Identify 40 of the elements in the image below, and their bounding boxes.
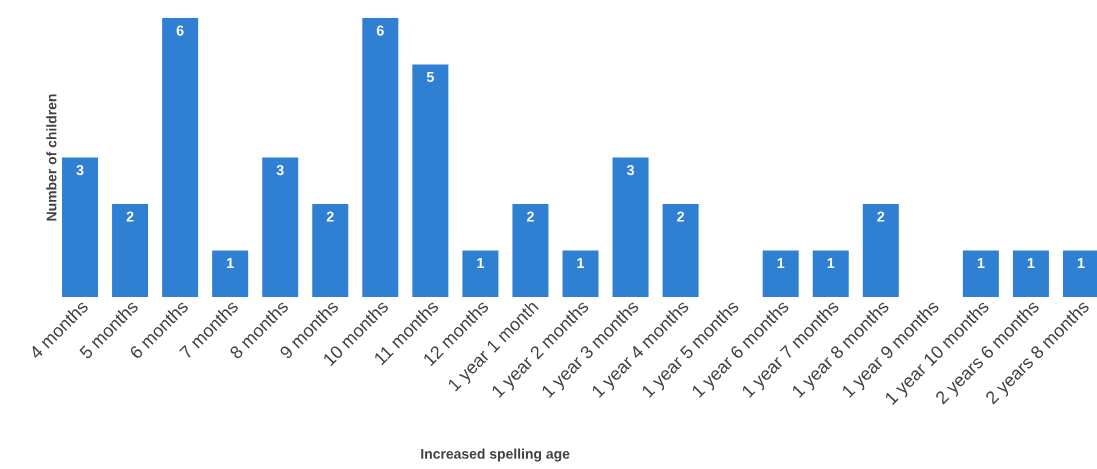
data-label: 1 [227, 258, 234, 268]
data-label: 1 [577, 258, 585, 268]
x-axis-title: Increased spelling age [421, 448, 570, 462]
data-label: 1 [1077, 258, 1085, 268]
data-label: 3 [276, 165, 284, 176]
data-label: 2 [326, 211, 334, 222]
data-label: 1 [827, 258, 835, 268]
data-label: 2 [126, 211, 134, 222]
bar [112, 204, 149, 297]
data-label: 2 [677, 211, 685, 222]
bar [362, 18, 399, 297]
bar [562, 250, 599, 297]
data-label: 5 [426, 72, 434, 83]
data-label: 1 [977, 258, 985, 268]
bar [962, 250, 999, 297]
data-label: 3 [76, 165, 84, 176]
bar [612, 157, 649, 297]
data-label: 6 [176, 25, 184, 36]
bar [1012, 250, 1049, 297]
bar [512, 204, 549, 297]
bar [412, 64, 449, 297]
bar [1062, 250, 1097, 297]
data-label: 2 [877, 211, 885, 222]
data-label: 2 [526, 211, 534, 222]
bar [162, 18, 199, 297]
bar [62, 157, 99, 297]
bar [812, 250, 849, 297]
data-label: 1 [777, 258, 785, 268]
bar [312, 204, 349, 297]
bar [762, 250, 799, 297]
bar [212, 250, 249, 297]
bar [462, 250, 499, 297]
y-axis-title: Number of children [46, 94, 57, 221]
data-label: 1 [477, 258, 484, 268]
data-label: 1 [1027, 258, 1035, 268]
data-label: 3 [626, 165, 635, 176]
bar [662, 204, 699, 297]
data-label: 6 [376, 25, 384, 36]
bar [262, 157, 299, 297]
bar [862, 204, 899, 297]
